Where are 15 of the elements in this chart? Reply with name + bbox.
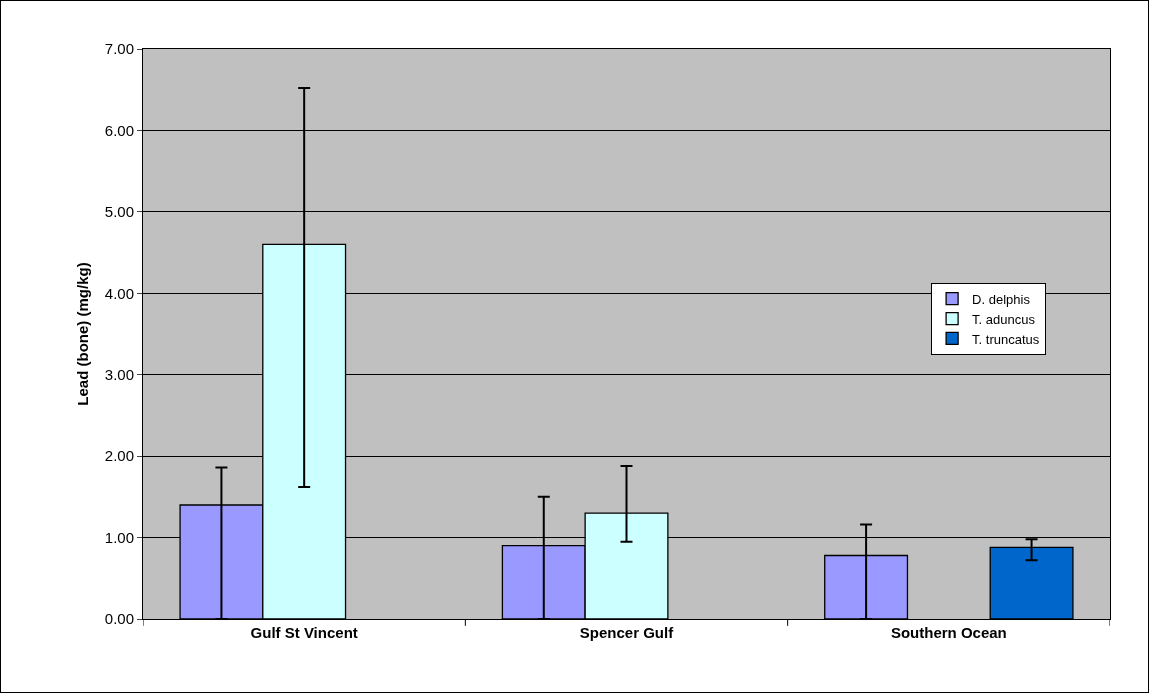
y-tick-label: 6.00 — [104, 121, 134, 139]
x-tick-label: Southern Ocean — [890, 624, 1007, 641]
legend-label: T. truncatus — [972, 331, 1040, 347]
legend-label: D. delphis — [972, 291, 1031, 307]
y-tick-label: 7.00 — [104, 40, 134, 58]
y-axis-title: Lead (bone) (mg/kg) — [74, 262, 92, 406]
y-tick-label: 0.00 — [104, 610, 134, 628]
y-tick-label: 3.00 — [104, 365, 134, 383]
y-tick-label: 2.00 — [104, 447, 134, 465]
x-tick-label: Gulf St Vincent — [250, 624, 358, 641]
x-tick-label: Spencer Gulf — [579, 624, 675, 641]
legend-label: T. aduncus — [972, 311, 1036, 327]
y-tick-label: 1.00 — [104, 528, 134, 546]
y-tick-label: 4.00 — [104, 284, 134, 302]
y-tick-label: 5.00 — [104, 203, 134, 221]
